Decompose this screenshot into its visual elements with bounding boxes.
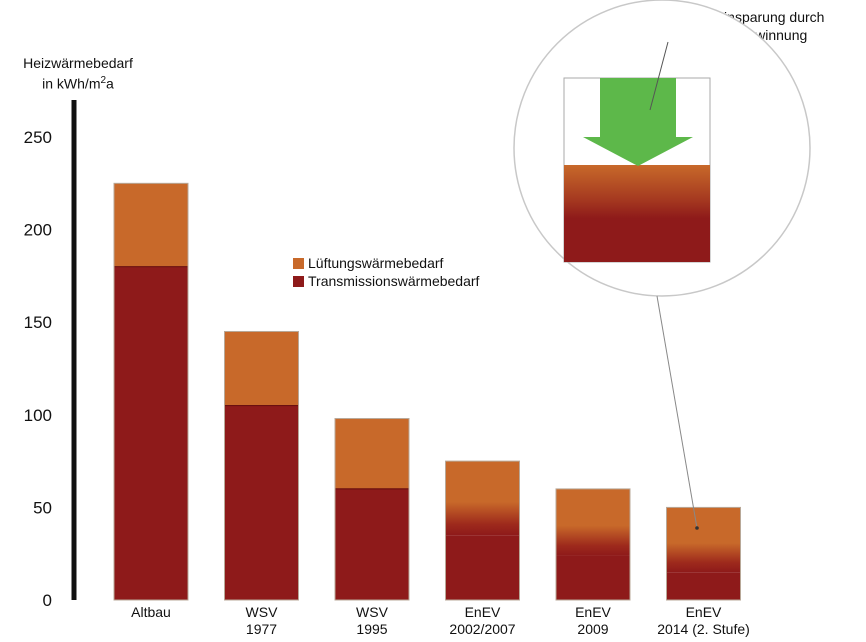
zoom-connector-dot — [695, 526, 699, 530]
bar-transmission — [335, 488, 409, 600]
y-axis-label: Heizwärmebedarf in kWh/m2a — [8, 54, 148, 93]
y-axis-label-line1: Heizwärmebedarf — [23, 55, 133, 71]
zoom-bar-segment — [564, 165, 710, 262]
bar-ventilation — [556, 488, 630, 556]
legend-swatch-transmission — [293, 276, 304, 287]
x-tick-label-line1: EnEV — [575, 604, 611, 620]
x-tick-label-line1: WSV — [356, 604, 389, 620]
x-tick-label-line2: 2014 (2. Stufe) — [657, 621, 750, 637]
bar-outline — [334, 418, 410, 601]
y-axis: 0 50 100 150 200 250 — [24, 100, 77, 610]
bars — [113, 182, 741, 601]
zoom-inset — [513, 0, 811, 530]
y-axis-label-line2: in kWh/m2a — [42, 75, 114, 92]
bar-ventilation — [445, 461, 520, 536]
legend-label-transmission: Transmissionswärmebedarf — [308, 273, 480, 289]
y-tick-label: 100 — [24, 406, 52, 425]
bar-ventilation — [666, 507, 741, 573]
legend-label-ventilation: Lüftungswärmebedarf — [308, 255, 444, 271]
bar-outline — [113, 182, 189, 601]
x-tick-label-line1: Altbau — [131, 604, 171, 620]
bar-transmission — [556, 555, 630, 600]
annotation-leader-line — [649, 41, 669, 111]
x-tick-label-line1: WSV — [246, 604, 279, 620]
bar-transmission — [666, 572, 741, 600]
y-tick-label: 150 — [24, 313, 52, 332]
x-tick-label-line1: EnEV — [686, 604, 722, 620]
bar-ventilation — [335, 418, 409, 489]
bar-ventilation — [224, 331, 299, 406]
x-tick-label-line1: EnEV — [465, 604, 501, 620]
legend: Lüftungswärmebedarf Transmissionswärmebed… — [293, 255, 480, 289]
y-tick-label: 250 — [24, 128, 52, 147]
legend-swatch-ventilation — [293, 258, 304, 269]
bar-ventilation — [114, 183, 188, 267]
zoom-connector-line — [656, 295, 698, 529]
y-tick-label: 0 — [43, 591, 52, 610]
bar-transmission — [224, 405, 299, 600]
x-tick-label-line2: 2002/2007 — [449, 621, 515, 637]
bar-outline — [445, 460, 520, 601]
x-tick-label-line2: 1977 — [246, 621, 277, 637]
x-tick-label-line2: 1995 — [356, 621, 387, 637]
x-tick-label-line2: 2009 — [577, 621, 608, 637]
bar-outline — [555, 488, 631, 601]
y-tick-label: 50 — [33, 498, 52, 517]
y-tick-label: 200 — [24, 221, 52, 240]
bar-outline — [666, 506, 741, 601]
bar-transmission — [445, 535, 520, 600]
savings-arrow — [583, 78, 693, 166]
bar-transmission — [114, 266, 188, 600]
bar-outline — [224, 330, 299, 601]
x-tick-labels: Altbau WSV1977WSV1995EnEV2002/2007EnEV200… — [131, 604, 750, 637]
